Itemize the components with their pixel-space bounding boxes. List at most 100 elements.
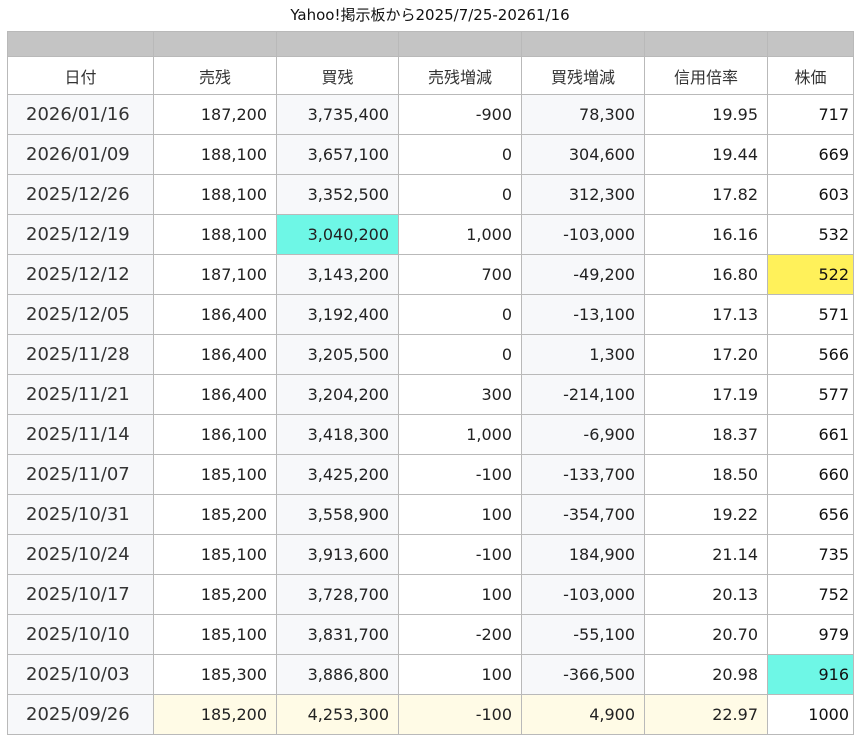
- buy-balance-cell: 3,040,200: [276, 214, 399, 255]
- date-cell: 2025/10/31: [7, 494, 154, 535]
- buy-balance-cell: 3,352,500: [276, 174, 399, 215]
- table-row: 2025/10/17 185,200 3,728,700 100 -103,000 20.…: [7, 574, 854, 615]
- table-row: 2026/01/16 187,200 3,735,400 -900 78,300 19.9…: [7, 94, 854, 135]
- table-row: 2026/01/09 188,100 3,657,100 0 304,600 19.44 6…: [7, 134, 854, 175]
- sell-balance-cell: 188,100: [153, 174, 277, 215]
- date-cell: 2025/10/03: [7, 654, 154, 695]
- buy-change-cell: -133,700: [521, 454, 645, 495]
- date-cell: 2025/11/28: [7, 334, 154, 375]
- margin-ratio-cell: 19.22: [644, 494, 768, 535]
- margin-ratio-cell: 18.37: [644, 414, 768, 455]
- sell-balance-cell: 185,200: [153, 694, 277, 735]
- top-bar-cell: [767, 31, 854, 57]
- page-title: Yahoo!掲示板から2025/7/25-20261/16: [290, 6, 570, 24]
- table-row: 2025/09/26 185,200 4,253,300 -100 4,900 22.97…: [7, 694, 854, 735]
- sell-change-cell: 700: [398, 254, 522, 295]
- column-header-sell-balance[interactable]: 売残: [153, 56, 277, 95]
- sell-balance-cell: 185,100: [153, 454, 277, 495]
- sell-balance-cell: 188,100: [153, 134, 277, 175]
- sell-balance-cell: 186,400: [153, 294, 277, 335]
- table-row: 2025/12/05 186,400 3,192,400 0 -13,100 17.13 5…: [7, 294, 854, 335]
- sell-balance-cell: 185,200: [153, 494, 277, 535]
- buy-change-cell: 1,300: [521, 334, 645, 375]
- margin-ratio-cell: 19.95: [644, 94, 768, 135]
- sell-change-cell: 100: [398, 574, 522, 615]
- date-cell: 2025/10/17: [7, 574, 154, 615]
- top-bar-cell: [153, 31, 277, 57]
- stock-price-cell: 735: [767, 534, 854, 575]
- column-header-sell-change[interactable]: 売残増減: [398, 56, 522, 95]
- buy-balance-cell: 3,735,400: [276, 94, 399, 135]
- column-header-buy-change[interactable]: 買残増減: [521, 56, 645, 95]
- date-cell: 2025/12/19: [7, 214, 154, 255]
- buy-balance-cell: 3,886,800: [276, 654, 399, 695]
- buy-balance-cell: 3,205,500: [276, 334, 399, 375]
- column-header-margin-ratio[interactable]: 信用倍率: [644, 56, 768, 95]
- column-header-stock-price[interactable]: 株価: [767, 56, 854, 95]
- margin-ratio-cell: 21.14: [644, 534, 768, 575]
- stock-price-cell: 532: [767, 214, 854, 255]
- buy-balance-cell: 3,143,200: [276, 254, 399, 295]
- table-row: 2025/10/24 185,100 3,913,600 -100 184,900 21.…: [7, 534, 854, 575]
- sell-balance-cell: 185,300: [153, 654, 277, 695]
- date-cell: 2025/09/26: [7, 694, 154, 735]
- column-header-buy-balance[interactable]: 買残: [276, 56, 399, 95]
- sell-change-cell: -100: [398, 694, 522, 735]
- buy-change-cell: -354,700: [521, 494, 645, 535]
- sell-change-cell: -900: [398, 94, 522, 135]
- margin-ratio-cell: 18.50: [644, 454, 768, 495]
- sell-balance-cell: 186,400: [153, 374, 277, 415]
- buy-balance-cell: 3,558,900: [276, 494, 399, 535]
- date-cell: 2025/11/07: [7, 454, 154, 495]
- margin-ratio-cell: 17.19: [644, 374, 768, 415]
- table-row: 2025/10/31 185,200 3,558,900 100 -354,700 19.…: [7, 494, 854, 535]
- margin-ratio-cell: 19.44: [644, 134, 768, 175]
- margin-ratio-cell: 16.16: [644, 214, 768, 255]
- date-cell: 2026/01/09: [7, 134, 154, 175]
- sell-change-cell: 0: [398, 134, 522, 175]
- buy-change-cell: -103,000: [521, 214, 645, 255]
- margin-ratio-cell: 17.82: [644, 174, 768, 215]
- sell-balance-cell: 185,100: [153, 614, 277, 655]
- date-cell: 2025/10/24: [7, 534, 154, 575]
- top-bar-cell: [521, 31, 645, 57]
- date-cell: 2025/11/21: [7, 374, 154, 415]
- table-row: 2025/11/28 186,400 3,205,500 0 1,300 17.20 566: [7, 334, 854, 375]
- buy-balance-cell: 4,253,300: [276, 694, 399, 735]
- margin-ratio-cell: 17.13: [644, 294, 768, 335]
- column-header-date[interactable]: 日付: [7, 56, 154, 95]
- date-cell: 2026/01/16: [7, 94, 154, 135]
- stock-price-cell: 571: [767, 294, 854, 335]
- stock-price-cell: 669: [767, 134, 854, 175]
- buy-balance-cell: 3,418,300: [276, 414, 399, 455]
- date-cell: 2025/12/05: [7, 294, 154, 335]
- buy-change-cell: 184,900: [521, 534, 645, 575]
- table-row: 2025/10/03 185,300 3,886,800 100 -366,500 20.…: [7, 654, 854, 695]
- buy-change-cell: -214,100: [521, 374, 645, 415]
- buy-balance-cell: 3,657,100: [276, 134, 399, 175]
- sell-change-cell: 1,000: [398, 214, 522, 255]
- buy-balance-cell: 3,192,400: [276, 294, 399, 335]
- sell-balance-cell: 185,100: [153, 534, 277, 575]
- margin-ratio-cell: 17.20: [644, 334, 768, 375]
- stock-price-cell: 522: [767, 254, 854, 295]
- buy-change-cell: 78,300: [521, 94, 645, 135]
- buy-change-cell: 4,900: [521, 694, 645, 735]
- stock-price-cell: 661: [767, 414, 854, 455]
- stock-price-cell: 752: [767, 574, 854, 615]
- sell-balance-cell: 186,100: [153, 414, 277, 455]
- margin-ratio-cell: 16.80: [644, 254, 768, 295]
- buy-balance-cell: 3,728,700: [276, 574, 399, 615]
- stock-price-cell: 603: [767, 174, 854, 215]
- table-top-bar: [7, 31, 854, 57]
- sell-balance-cell: 187,100: [153, 254, 277, 295]
- stock-price-cell: 660: [767, 454, 854, 495]
- buy-change-cell: -49,200: [521, 254, 645, 295]
- buy-change-cell: 312,300: [521, 174, 645, 215]
- table-header-row: 日付 売残 買残 売残増減 買残増減 信用倍率 株価: [7, 56, 854, 95]
- buy-change-cell: -13,100: [521, 294, 645, 335]
- sell-change-cell: -200: [398, 614, 522, 655]
- sell-balance-cell: 187,200: [153, 94, 277, 135]
- top-bar-cell: [7, 31, 154, 57]
- buy-change-cell: 304,600: [521, 134, 645, 175]
